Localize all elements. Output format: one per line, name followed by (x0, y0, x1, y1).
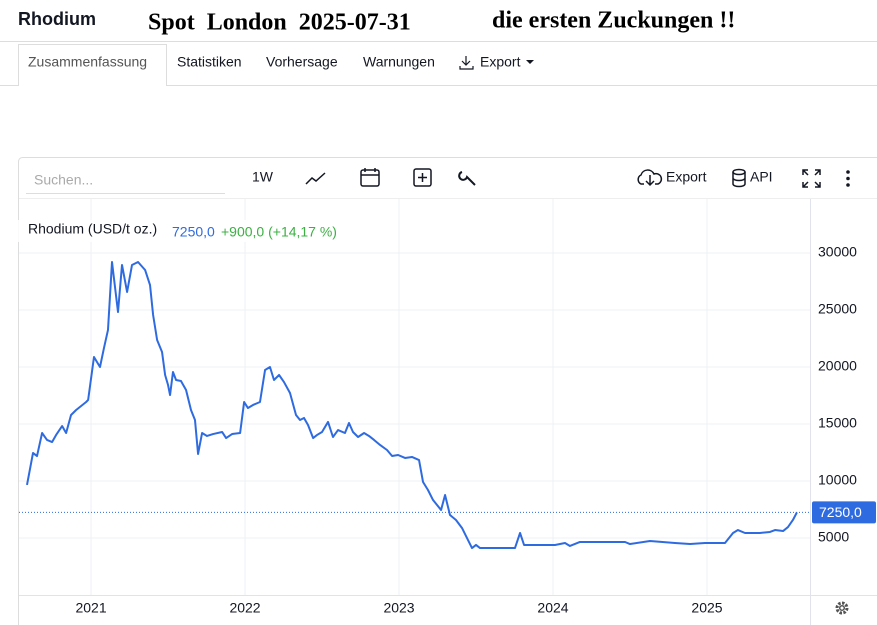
x-tick-label: 2023 (383, 600, 414, 616)
legend-name: Rhodium (USD/t oz.) (28, 221, 157, 237)
cloud-export-icon (637, 169, 663, 187)
chart-type-icon[interactable] (305, 172, 326, 185)
y-tick-label: 10000 (818, 472, 857, 488)
x-tick-label: 2022 (229, 600, 260, 616)
tab[interactable]: Statistiken (177, 54, 242, 70)
dot (846, 183, 850, 187)
settings-wrench[interactable] (458, 171, 476, 186)
chart-widget (18, 157, 877, 625)
calendar-lines (361, 168, 379, 176)
calendar-frame (360, 169, 380, 187)
search-input[interactable]: Suchen... (34, 172, 93, 188)
price-line (26, 261, 798, 550)
x-tick-label: 2021 (75, 600, 106, 616)
db-body (732, 172, 746, 188)
tab[interactable]: Zusammenfassung (28, 54, 147, 70)
add-frame (413, 168, 432, 187)
x-tick-label: 2024 (537, 600, 568, 616)
api-button[interactable]: API (750, 169, 773, 185)
tab[interactable]: Warnungen (363, 54, 435, 70)
x-tick-label: 2025 (691, 600, 722, 616)
header-title: Rhodium (18, 9, 96, 29)
last-price-badge (812, 501, 876, 524)
dot (846, 176, 850, 181)
gear-icon[interactable] (835, 601, 849, 615)
gear-teeth (835, 601, 849, 615)
dot (846, 170, 850, 174)
fullscreen-icon[interactable] (802, 169, 821, 188)
y-tick-label: 30000 (818, 244, 857, 260)
y-tick-label: 25000 (818, 301, 857, 317)
add-icon[interactable] (413, 168, 432, 187)
legend-change: +900,0 (+14,17 %) (221, 224, 337, 240)
last-price-label: 7250,0 (819, 504, 862, 520)
comment: die ersten Zuckungen !! (492, 8, 735, 34)
legend-background (18, 220, 348, 242)
active-tab[interactable] (18, 44, 167, 87)
y-tick-label: 15000 (818, 415, 857, 431)
export-button[interactable]: Export (666, 169, 707, 185)
caret (526, 60, 534, 64)
headline: Spot London 2025-07-31 (148, 10, 411, 36)
calendar-icon[interactable] (360, 168, 380, 187)
header-bar (0, 0, 877, 42)
download-icon (459, 56, 474, 70)
y-tick-label: 5000 (818, 529, 849, 545)
legend-last-value: 7250,0 (172, 224, 215, 240)
more-menu[interactable] (846, 170, 850, 187)
tab[interactable]: Export (480, 54, 521, 70)
gear-hub (838, 604, 846, 612)
y-tick-label: 20000 (818, 358, 857, 374)
database-icon (732, 168, 746, 188)
plot: 2021 2022 2023 2024 2025 5000 10000 15000 20000 2… (19, 199, 877, 625)
tab[interactable]: Vorhersage (266, 54, 338, 70)
interval-button[interactable]: 1W (252, 169, 274, 185)
add-plus (418, 173, 427, 182)
